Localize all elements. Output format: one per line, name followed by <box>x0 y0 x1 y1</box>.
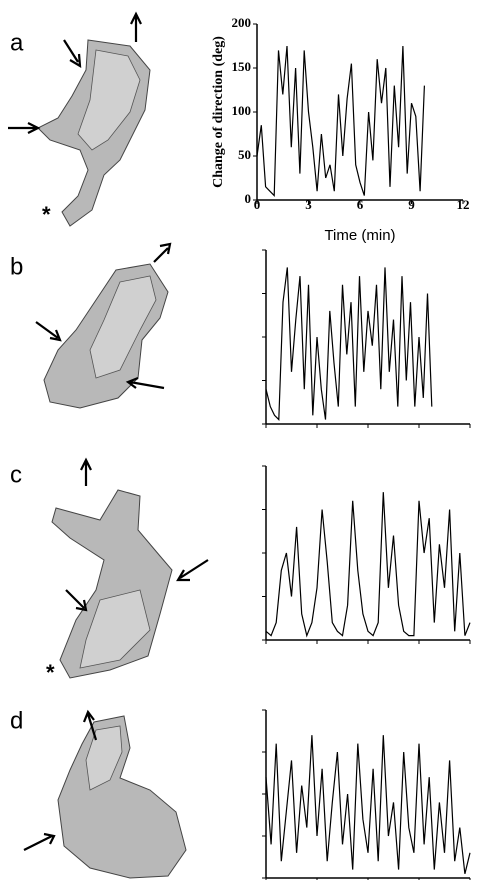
cell-image <box>8 11 151 227</box>
cell-image <box>23 709 187 879</box>
x-axis-label: Time (min) <box>324 227 395 244</box>
y-tick-label: 150 <box>232 59 252 74</box>
cell-image <box>35 242 172 409</box>
panel-label: c <box>10 461 22 488</box>
panel-label: d <box>10 707 23 734</box>
cell-image <box>51 457 209 679</box>
x-tick-label: 12 <box>457 197 470 212</box>
series-line <box>256 45 425 198</box>
y-tick-label: 50 <box>238 147 251 162</box>
panel-label: b <box>10 253 23 280</box>
y-axis-label: Change of direction (deg) <box>211 36 226 188</box>
series-line <box>265 492 471 638</box>
x-tick-label: 0 <box>254 197 261 212</box>
panel-marker: * <box>46 660 55 685</box>
x-tick-label: 9 <box>408 197 415 212</box>
y-tick-label: 200 <box>232 15 252 30</box>
series-line <box>265 735 471 874</box>
y-tick-label: 100 <box>232 103 252 118</box>
y-tick-label: 0 <box>245 191 252 206</box>
series-line <box>265 267 433 421</box>
x-tick-label: 6 <box>357 197 364 212</box>
x-tick-label: 3 <box>305 197 312 212</box>
panel-marker: * <box>42 202 51 227</box>
panel-label: a <box>10 29 24 56</box>
